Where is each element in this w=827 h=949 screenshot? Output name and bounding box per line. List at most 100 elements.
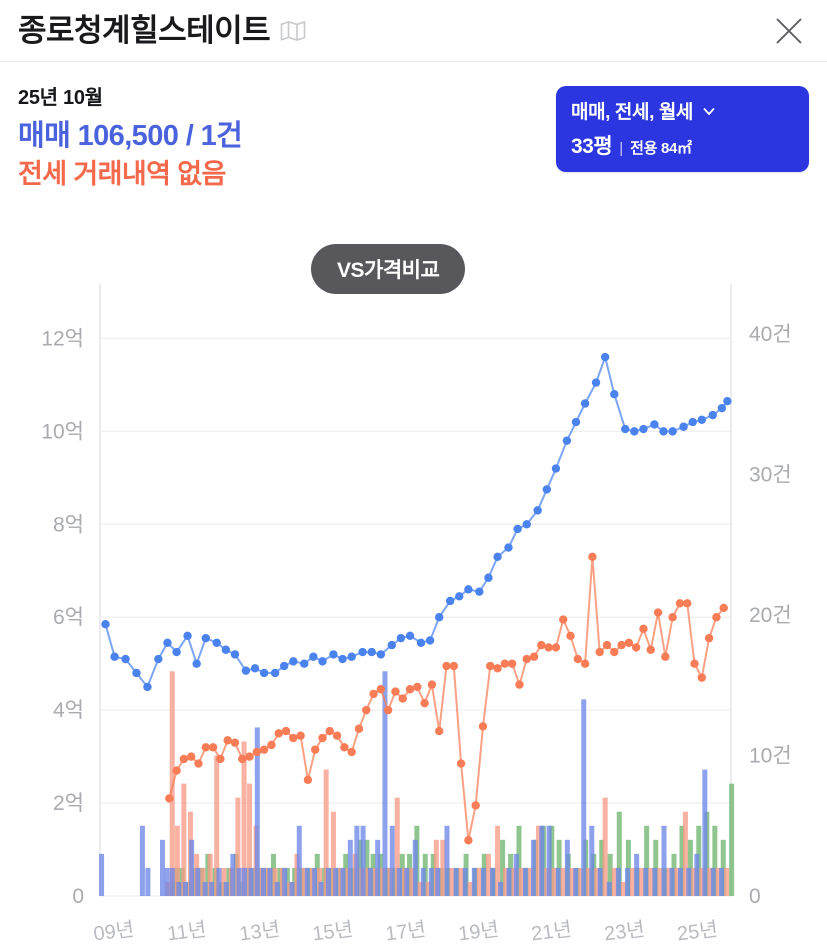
chart-bar (195, 867, 201, 896)
series-point (484, 573, 493, 582)
chart-bar (223, 881, 229, 896)
series-point (318, 657, 327, 666)
chart-bar (539, 825, 545, 896)
chart-bar (471, 867, 477, 896)
chart-bar (267, 867, 273, 896)
chart-bar (710, 867, 716, 896)
price-transaction-chart[interactable]: 0 2억 4억 6억 8억 10억 12억 0 10건 20건 30건 40건 09년 11년 13년 15년… (0, 250, 827, 949)
chart-bar (458, 867, 464, 896)
chart-bar (606, 881, 612, 896)
series-point (610, 390, 619, 399)
y-axis-tick-label: 12억 (41, 327, 84, 350)
chart-bar (707, 867, 713, 896)
chart-bar (551, 867, 557, 896)
series-point (617, 640, 626, 650)
series-point (544, 643, 553, 652)
series-point (259, 668, 269, 678)
series-point (697, 673, 707, 682)
series-point (653, 608, 663, 617)
series-point (500, 659, 510, 668)
chart-bar (691, 867, 697, 896)
summary-date: 25년 10월 (18, 87, 103, 109)
x-axis-tick-label: 09년 (92, 918, 135, 946)
series-point (507, 659, 517, 668)
chart-bar (506, 867, 512, 896)
series-point (690, 659, 699, 668)
series-point (650, 420, 659, 429)
chart-bar (555, 867, 561, 896)
y-axis-tick-label: 8억 (53, 513, 84, 536)
series-point (515, 680, 524, 689)
series-point (646, 645, 655, 654)
series-point (533, 506, 542, 515)
series-point (522, 520, 531, 529)
chart-bar (495, 825, 501, 896)
chart-bar (261, 867, 267, 896)
series-point (340, 743, 349, 752)
chart-bar (715, 867, 721, 896)
chart-bar (679, 825, 685, 896)
chart-bar (467, 881, 473, 896)
chart-bar (404, 867, 410, 896)
x-axis-tick-label: 21년 (530, 918, 573, 946)
chart-bar (333, 867, 339, 896)
map-icon[interactable] (280, 20, 306, 42)
chart-bar (354, 825, 360, 896)
series-point (216, 754, 225, 764)
series-point (274, 729, 283, 738)
chart-bar (318, 881, 324, 896)
chart-bar (248, 867, 254, 896)
dialog-header: 종로청계힐스테이트 (0, 0, 827, 62)
series-point (708, 410, 717, 420)
chart-bar (644, 825, 650, 896)
filter-dropdown-button[interactable]: 매매, 전세, 월세 33평 | 전용 84㎡ (556, 86, 809, 172)
series-point (537, 640, 546, 650)
chart-bar (589, 825, 595, 896)
chart-bar (724, 867, 730, 896)
series-point (325, 726, 334, 736)
chart-bar (607, 853, 613, 896)
series-point (281, 726, 291, 736)
chart-bar (648, 867, 654, 896)
series-point (704, 633, 714, 643)
chart-bar (490, 867, 496, 896)
chart-bar (620, 881, 626, 896)
series-point (425, 636, 435, 645)
series-point (659, 427, 668, 436)
summary-bar: 25년 10월 매매 106,500 / 1건 전세 거래내역 없음 매매, 전… (0, 62, 827, 192)
page-title: 종로청계힐스테이트 (18, 13, 271, 48)
chart-bar (289, 881, 295, 896)
chart-bar (498, 881, 504, 896)
series-point (212, 638, 221, 647)
vs-price-compare-button[interactable]: VS가격비교 (311, 244, 466, 294)
series-line (104, 356, 729, 688)
chart-bar (235, 797, 241, 896)
series-point (456, 759, 466, 768)
series-point (464, 836, 473, 845)
series-point (303, 775, 313, 785)
series-point (354, 724, 364, 733)
series-point (252, 747, 262, 757)
chart-bar (686, 867, 692, 896)
series-point (101, 620, 110, 629)
filter-exclusive-area-label: 전용 84㎡ (630, 140, 692, 157)
series-point (668, 613, 677, 622)
series-point (559, 615, 568, 624)
series-point (238, 754, 247, 764)
series-point (347, 652, 356, 661)
series-point (186, 752, 196, 761)
series-point (143, 682, 152, 692)
chart-bar (516, 825, 522, 896)
series-point (551, 643, 561, 652)
chart-svg: 0 2억 4억 6억 8억 10억 12억 0 10건 20건 30건 40건 09년 11년 13년 15년… (41, 284, 792, 946)
series-point (449, 661, 458, 671)
series-point (542, 485, 552, 494)
series-point (486, 661, 495, 671)
series-point (683, 599, 692, 608)
close-button[interactable] (767, 9, 811, 53)
series-point (332, 731, 342, 740)
chart-bar (164, 867, 170, 896)
series-point (201, 633, 210, 643)
series-point (300, 659, 309, 668)
series-point (610, 647, 619, 657)
